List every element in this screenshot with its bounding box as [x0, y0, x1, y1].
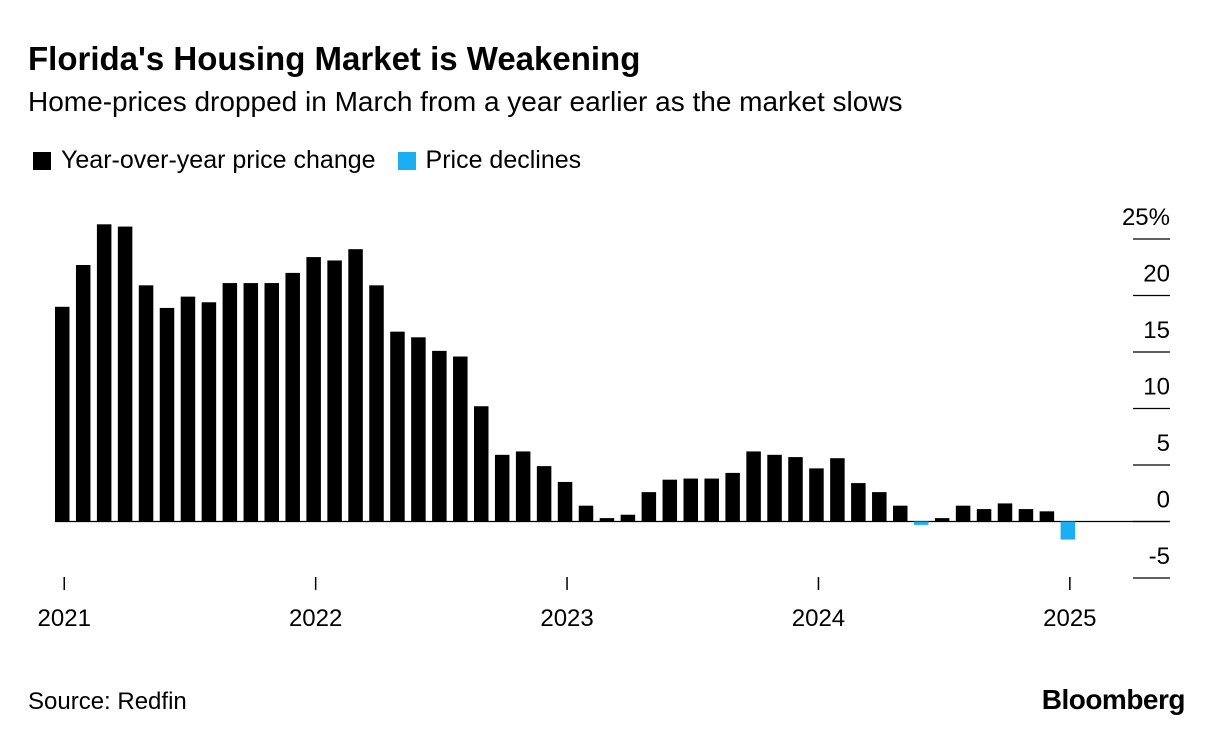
bar [201, 302, 217, 522]
bar [872, 492, 887, 522]
bar [369, 285, 384, 522]
bar [55, 306, 70, 522]
chart-subtitle: Home-prices dropped in March from a year… [28, 86, 903, 117]
bar [578, 505, 594, 522]
bar [704, 478, 719, 522]
bar [222, 283, 238, 522]
bar [327, 260, 342, 522]
x-tick-label: 2021 [38, 605, 91, 632]
bar [1039, 511, 1055, 522]
bar [75, 264, 91, 522]
bar [955, 505, 971, 522]
bar [557, 481, 573, 522]
bar [411, 337, 426, 522]
bar [788, 457, 803, 522]
y-tick-label: 20 [1143, 261, 1170, 288]
bar [1018, 509, 1034, 522]
source-note: Source: Redfin [28, 688, 187, 715]
bar [432, 350, 447, 522]
bar [159, 307, 175, 522]
bar [934, 518, 950, 522]
bar [180, 296, 196, 522]
bar [306, 257, 321, 522]
bloomberg-logo: Bloomberg [1041, 684, 1186, 715]
bar [264, 283, 279, 522]
bar [620, 514, 636, 522]
x-tick-label: 2025 [1043, 605, 1096, 632]
chart-title: Florida's Housing Market is Weakening [28, 40, 641, 77]
legend-label-yoy: Year-over-year price change [61, 146, 376, 174]
bar [138, 285, 154, 522]
bar [1060, 521, 1076, 540]
bar [830, 458, 845, 522]
y-tick-label: 10 [1143, 374, 1170, 401]
legend-label-declines: Price declines [425, 146, 582, 174]
bar [536, 466, 552, 522]
bar [893, 505, 908, 522]
y-tick-label: 5 [1157, 430, 1170, 457]
legend-item-declines: Price declines [397, 146, 582, 175]
y-tick-label: 0 [1157, 487, 1170, 514]
bar [243, 283, 259, 522]
legend-swatch-yoy [33, 151, 51, 170]
bar [683, 478, 698, 522]
x-tick-label: 2024 [792, 605, 845, 632]
y-tick-label: 25% [1122, 204, 1170, 231]
bar [809, 468, 824, 522]
bar [285, 272, 300, 522]
bar [515, 451, 531, 522]
bar [913, 521, 929, 525]
bar [599, 518, 615, 522]
y-tick-label: 15 [1143, 317, 1170, 344]
bar [96, 224, 112, 522]
legend-swatch-declines [397, 151, 416, 170]
bar [641, 492, 657, 522]
y-tick-label: -5 [1149, 543, 1170, 570]
bar [117, 226, 133, 522]
bar [348, 249, 363, 522]
x-tick-label: 2023 [540, 605, 593, 632]
bar [725, 472, 740, 522]
x-tick-label: 2022 [289, 605, 342, 632]
bar [494, 454, 510, 522]
bar [976, 509, 992, 522]
legend: Year-over-year price change Price declin… [33, 146, 603, 175]
bar [997, 503, 1013, 522]
bar [474, 406, 489, 522]
bar [746, 451, 761, 522]
bar [453, 356, 468, 522]
legend-item-yoy: Year-over-year price change [33, 146, 376, 175]
bar [851, 483, 866, 522]
bar [662, 479, 678, 522]
bar [767, 454, 782, 522]
bar [390, 331, 405, 522]
